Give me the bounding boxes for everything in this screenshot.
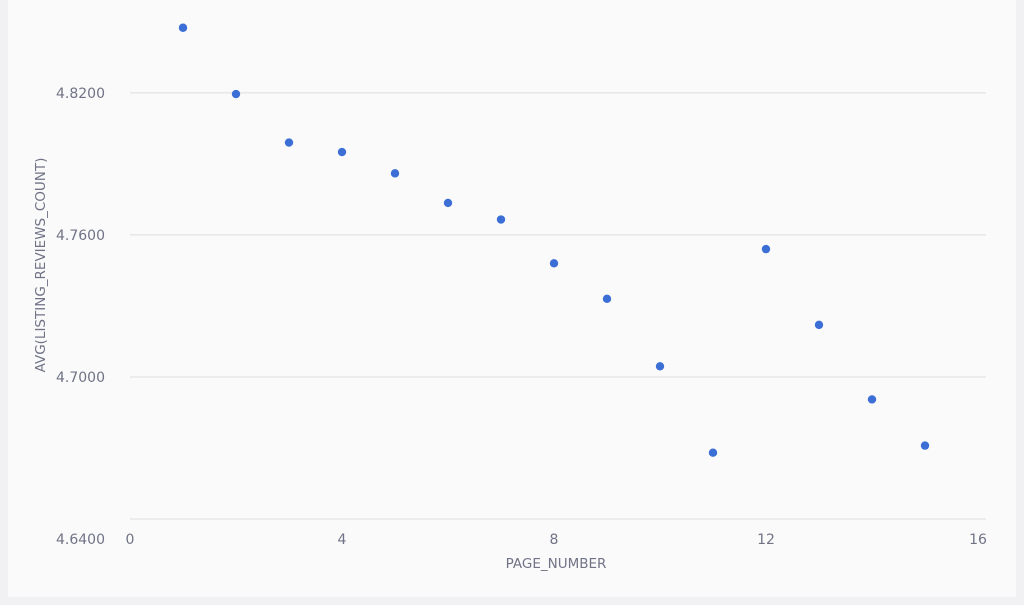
data-point[interactable] [602,294,612,304]
data-point[interactable] [337,147,347,157]
y-axis-ticks: 4.6400 4.7000 4.7600 4.8200 [56,86,105,548]
data-point[interactable] [549,259,559,268]
data-points [178,23,930,457]
data-point[interactable] [496,215,506,224]
y-tick-label: 4.7600 [56,228,105,244]
y-tick-label: 4.6400 [56,532,105,548]
data-point[interactable] [231,89,241,99]
data-point[interactable] [708,448,718,457]
data-point[interactable] [920,441,930,450]
grid-lines [130,92,986,520]
x-tick-label: 12 [757,532,775,548]
y-tick-label: 4.8200 [56,86,105,102]
x-axis-title: PAGE_NUMBER [506,556,607,572]
data-point[interactable] [284,138,294,147]
data-point[interactable] [390,169,400,178]
y-tick-label: 4.7000 [56,370,105,386]
data-point[interactable] [867,395,877,404]
x-tick-label: 8 [550,532,559,548]
x-axis-ticks: 0 4 8 12 16 [126,532,987,548]
data-point[interactable] [655,362,665,371]
y-axis-title: AVG(LISTING_REVIEWS_COUNT) [33,158,49,373]
chart-panel: 4.6400 4.7000 4.7600 4.8200 0 4 8 12 16 PAGE_NU… [8,0,1016,597]
data-point[interactable] [443,198,453,208]
x-tick-label: 4 [338,532,347,548]
data-point[interactable] [761,244,771,254]
x-tick-label: 0 [126,532,135,548]
data-point[interactable] [178,23,188,32]
data-point[interactable] [814,320,824,330]
x-tick-label: 16 [969,532,987,548]
scatter-chart: 4.6400 4.7000 4.7600 4.8200 0 4 8 12 16 PAGE_NU… [33,23,987,572]
